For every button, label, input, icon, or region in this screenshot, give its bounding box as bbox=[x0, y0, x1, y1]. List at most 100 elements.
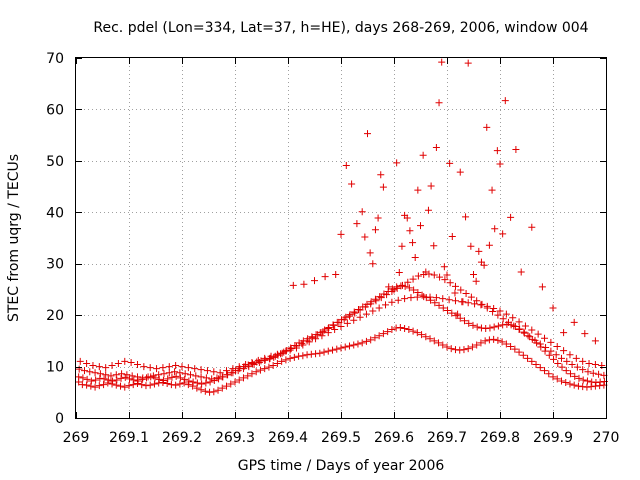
data-point bbox=[562, 367, 570, 375]
data-point bbox=[528, 326, 536, 334]
data-point bbox=[496, 160, 504, 168]
data-point bbox=[446, 279, 454, 287]
data-point bbox=[377, 294, 385, 302]
data-point bbox=[144, 373, 152, 381]
data-point bbox=[409, 327, 417, 335]
data-point bbox=[117, 374, 125, 382]
data-point bbox=[563, 357, 571, 365]
data-point bbox=[100, 381, 108, 389]
data-point bbox=[95, 382, 103, 390]
data-point bbox=[134, 377, 142, 385]
data-point bbox=[216, 369, 224, 377]
data-point bbox=[224, 371, 232, 379]
data-point bbox=[172, 362, 180, 370]
y-tick-label: 50 bbox=[46, 154, 64, 170]
data-point bbox=[114, 359, 122, 367]
data-point bbox=[80, 367, 88, 375]
data-point bbox=[526, 333, 534, 341]
data-point bbox=[118, 370, 126, 378]
data-point bbox=[133, 361, 141, 369]
data-point bbox=[367, 336, 375, 344]
data-point bbox=[491, 225, 499, 233]
data-point bbox=[107, 372, 115, 380]
data-point bbox=[96, 374, 104, 382]
data-point bbox=[375, 332, 383, 340]
data-point bbox=[330, 321, 338, 329]
data-point bbox=[596, 378, 604, 386]
data-point bbox=[510, 322, 518, 330]
data-point bbox=[206, 378, 214, 386]
data-point bbox=[467, 293, 475, 301]
data-point bbox=[256, 366, 264, 374]
data-point bbox=[227, 380, 235, 388]
data-point bbox=[108, 380, 116, 388]
data-point bbox=[210, 388, 218, 396]
y-tick-label: 10 bbox=[46, 360, 64, 376]
y-tick-labels: 0 10 20 30 40 50 60 70 bbox=[46, 51, 64, 427]
data-point bbox=[482, 325, 490, 333]
data-point bbox=[121, 357, 129, 365]
data-point bbox=[512, 146, 520, 154]
data-point bbox=[350, 316, 358, 324]
data-point bbox=[499, 230, 507, 238]
data-point bbox=[545, 370, 553, 378]
data-point bbox=[451, 346, 459, 354]
data-point bbox=[361, 303, 369, 311]
data-point bbox=[541, 367, 549, 375]
data-point bbox=[507, 343, 515, 351]
data-point bbox=[584, 368, 592, 376]
data-point bbox=[318, 332, 326, 340]
data-point bbox=[516, 325, 524, 333]
data-point bbox=[490, 304, 498, 312]
data-point bbox=[451, 289, 459, 297]
data-point bbox=[165, 369, 173, 377]
data-point bbox=[215, 375, 223, 383]
data-point bbox=[483, 302, 491, 310]
data-point bbox=[193, 384, 201, 392]
data-point bbox=[566, 370, 574, 378]
data-point bbox=[231, 378, 239, 386]
data-point bbox=[371, 334, 379, 342]
x-tick-label: 269.9 bbox=[533, 430, 573, 446]
data-point bbox=[493, 147, 501, 155]
data-point bbox=[393, 284, 401, 292]
data-point bbox=[473, 341, 481, 349]
chart-title: Rec. pdel (Lon=334, Lat=37, h=HE), days … bbox=[93, 20, 588, 36]
data-point bbox=[138, 375, 146, 383]
data-point bbox=[436, 273, 444, 281]
data-point bbox=[524, 354, 532, 362]
data-point bbox=[520, 328, 528, 336]
data-point bbox=[278, 357, 286, 365]
data-point bbox=[223, 367, 231, 375]
data-point bbox=[534, 330, 542, 338]
data-point bbox=[335, 318, 343, 326]
data-point bbox=[303, 351, 311, 359]
data-point bbox=[78, 381, 86, 389]
data-point bbox=[549, 304, 557, 312]
data-point bbox=[557, 377, 565, 385]
data-point bbox=[356, 313, 364, 321]
data-point bbox=[515, 348, 523, 356]
data-point bbox=[560, 329, 568, 337]
data-point bbox=[248, 358, 256, 366]
data-point bbox=[394, 296, 402, 304]
data-point bbox=[521, 322, 529, 330]
data-point bbox=[464, 59, 472, 67]
data-point bbox=[403, 214, 411, 222]
data-point bbox=[83, 375, 91, 383]
data-point bbox=[388, 326, 396, 334]
data-point bbox=[413, 293, 421, 301]
data-point bbox=[75, 373, 83, 381]
data-point bbox=[206, 388, 214, 396]
data-point bbox=[459, 298, 467, 306]
data-point bbox=[305, 338, 313, 346]
data-point bbox=[524, 332, 532, 340]
data-point bbox=[325, 323, 333, 331]
data-point bbox=[398, 242, 406, 250]
data-point bbox=[426, 335, 434, 343]
data-point bbox=[468, 343, 476, 351]
data-point bbox=[405, 284, 413, 292]
data-point bbox=[76, 357, 84, 365]
x-tick-label: 269.5 bbox=[321, 430, 361, 446]
data-point bbox=[79, 374, 87, 382]
